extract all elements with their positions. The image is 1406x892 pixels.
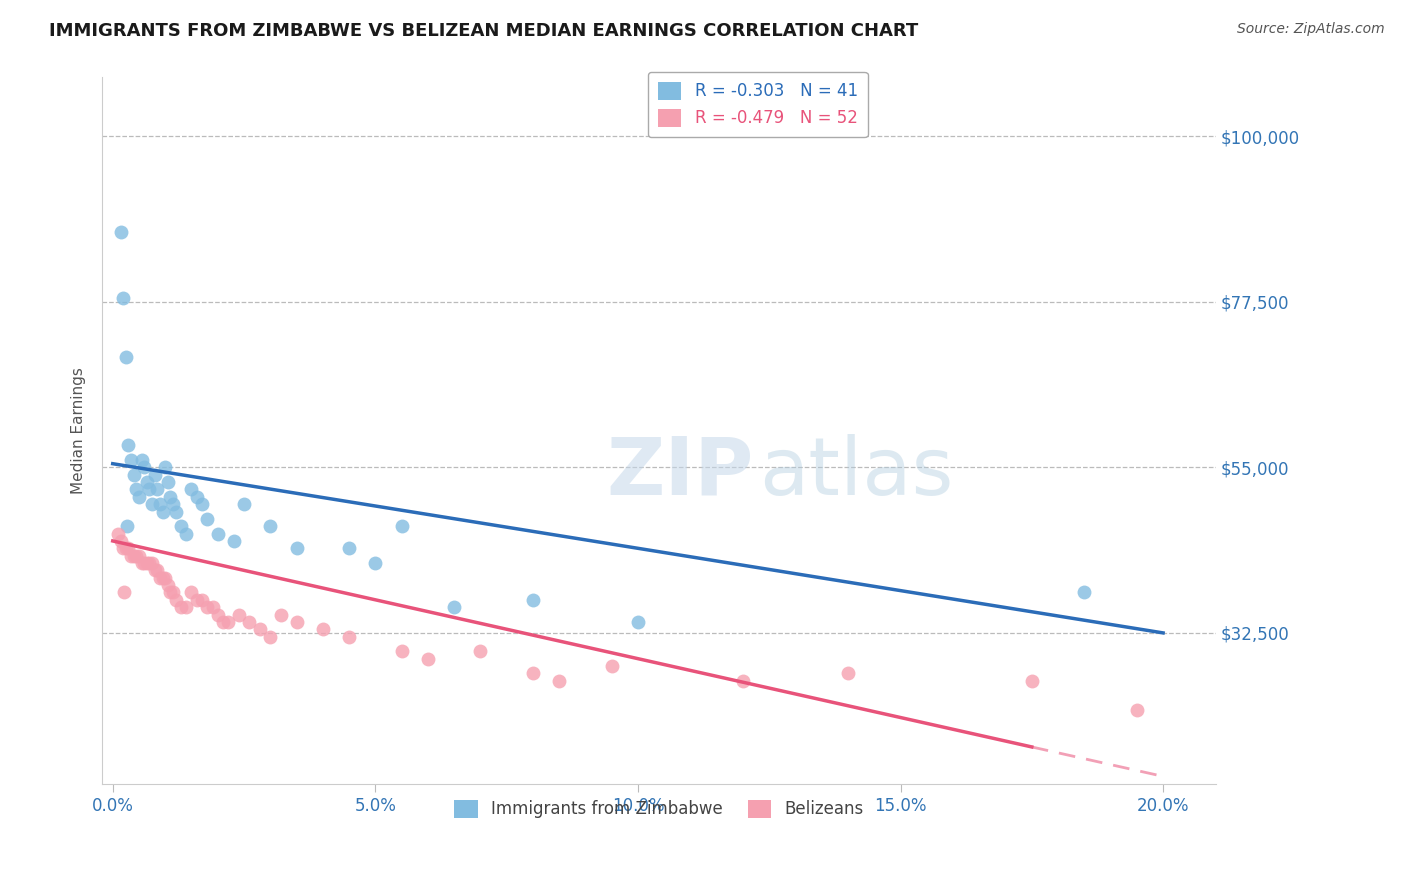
Point (134, 556, 156, 570)
Point (107, 526, 129, 541)
Point (270, 607, 292, 622)
Point (117, 519, 139, 533)
Point (174, 526, 197, 541)
Y-axis label: Median Earnings: Median Earnings (72, 368, 86, 494)
Point (212, 615, 235, 629)
Point (522, 592, 544, 607)
Point (391, 644, 413, 658)
Point (152, 571, 174, 585)
Point (162, 585, 184, 599)
Point (259, 630, 281, 644)
Point (1126, 703, 1149, 717)
Point (180, 585, 202, 599)
Point (217, 615, 239, 629)
Point (1021, 673, 1043, 688)
Point (170, 519, 193, 533)
Point (149, 571, 172, 585)
Point (141, 556, 163, 570)
Point (165, 504, 187, 518)
Point (162, 497, 184, 511)
Point (600, 659, 623, 673)
Point (416, 651, 439, 665)
Point (731, 673, 754, 688)
Point (186, 592, 208, 607)
Point (117, 438, 139, 452)
Point (156, 578, 179, 592)
Text: Source: ZipAtlas.com: Source: ZipAtlas.com (1237, 22, 1385, 37)
Point (207, 526, 229, 541)
Point (131, 453, 153, 467)
Point (627, 615, 650, 629)
Point (222, 533, 245, 548)
Point (138, 483, 160, 497)
Point (180, 483, 202, 497)
Point (186, 490, 208, 504)
Point (195, 512, 218, 526)
Point (122, 549, 145, 563)
Point (112, 585, 135, 599)
Point (233, 497, 256, 511)
Point (146, 483, 169, 497)
Point (159, 490, 181, 504)
Point (312, 622, 335, 636)
Point (131, 556, 153, 570)
Legend: Immigrants from Zimbabwe, Belizeans: Immigrants from Zimbabwe, Belizeans (447, 793, 870, 825)
Point (125, 483, 148, 497)
Point (125, 549, 148, 563)
Point (191, 592, 214, 607)
Point (391, 519, 413, 533)
Point (143, 467, 166, 482)
Point (470, 644, 492, 658)
Point (443, 600, 465, 615)
Point (110, 533, 132, 548)
Point (155, 460, 177, 475)
Point (207, 607, 229, 622)
Point (115, 350, 138, 364)
Point (134, 460, 156, 475)
Point (141, 497, 163, 511)
Point (120, 549, 142, 563)
Point (191, 497, 214, 511)
Point (259, 519, 281, 533)
Text: ZIP: ZIP (606, 434, 754, 512)
Point (156, 475, 179, 489)
Point (249, 622, 271, 636)
Point (149, 497, 172, 511)
Point (128, 549, 150, 563)
Point (110, 225, 132, 239)
Point (201, 600, 224, 615)
Point (285, 615, 308, 629)
Point (337, 630, 360, 644)
Point (228, 607, 250, 622)
Point (115, 541, 138, 556)
Point (364, 556, 387, 570)
Point (170, 600, 193, 615)
Point (1073, 585, 1095, 599)
Point (285, 541, 308, 556)
Point (152, 504, 174, 518)
Point (159, 585, 181, 599)
Point (195, 600, 218, 615)
Point (337, 541, 360, 556)
Point (117, 541, 139, 556)
Point (174, 600, 197, 615)
Point (837, 666, 859, 681)
Point (138, 556, 160, 570)
Point (238, 615, 260, 629)
Point (548, 673, 571, 688)
Point (146, 563, 169, 577)
Point (155, 571, 177, 585)
Point (135, 556, 157, 570)
Point (522, 666, 544, 681)
Point (143, 563, 166, 577)
Point (135, 475, 157, 489)
Point (165, 592, 187, 607)
Point (112, 541, 135, 556)
Text: atlas: atlas (759, 434, 953, 512)
Point (120, 453, 142, 467)
Point (112, 291, 135, 305)
Point (128, 490, 150, 504)
Point (122, 467, 145, 482)
Text: IMMIGRANTS FROM ZIMBABWE VS BELIZEAN MEDIAN EARNINGS CORRELATION CHART: IMMIGRANTS FROM ZIMBABWE VS BELIZEAN MED… (49, 22, 918, 40)
